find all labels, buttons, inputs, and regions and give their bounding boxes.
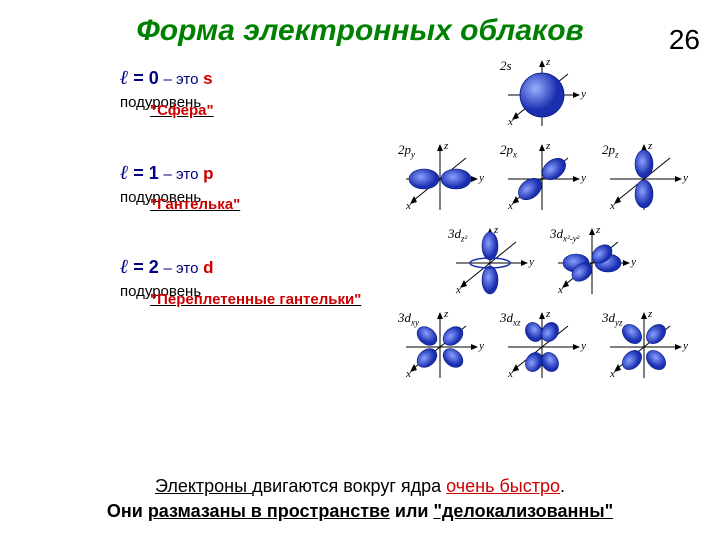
axis-x: x bbox=[406, 368, 411, 380]
orbital-3dyz: 3dyz z y x bbox=[598, 308, 690, 386]
orbital-2py: 2py z y x bbox=[394, 140, 486, 218]
axis-y: y bbox=[479, 172, 484, 184]
page-number: 26 bbox=[669, 24, 700, 56]
left-column: ℓ = 0 – это s подуровень "Сфера" ℓ = 1 –… bbox=[30, 56, 394, 350]
orbital-3dxz: 3dxz z y x bbox=[496, 308, 588, 386]
ell-value: = 2 bbox=[133, 257, 159, 277]
sublevel-letter: d bbox=[203, 258, 213, 277]
axis-x: x bbox=[508, 200, 513, 212]
nickname-d: "Переплетенные гантельки" bbox=[150, 291, 361, 308]
axis-y: y bbox=[683, 172, 688, 184]
page-title: Форма электронных облаков bbox=[0, 14, 720, 48]
orbital-2px: 2px z y x bbox=[496, 140, 588, 218]
axis-z: z bbox=[444, 140, 448, 152]
axis-y: y bbox=[479, 340, 484, 352]
bottom-text: Электроны двигаются вокруг ядра очень бы… bbox=[0, 474, 720, 524]
axis-y: y bbox=[683, 340, 688, 352]
level-p-block: ℓ = 1 – это p подуровень "Гантелька" bbox=[120, 161, 394, 230]
orbital-row-s: 2s z y x bbox=[394, 56, 690, 134]
orbital-label: 3dz² bbox=[448, 226, 467, 244]
orbital-row-p: 2py z y x 2px z y x bbox=[394, 140, 690, 218]
orbital-2s: 2s z y x bbox=[496, 56, 588, 134]
bt-smeared: размазаны в пространстве bbox=[148, 501, 390, 521]
axis-y: y bbox=[581, 340, 586, 352]
level-d-block: ℓ = 2 – это d подуровень "Переплетенные … bbox=[120, 255, 394, 324]
orbital-label: 2s bbox=[500, 58, 512, 74]
ell-symbol: ℓ bbox=[120, 256, 129, 278]
eto-text: – это bbox=[164, 260, 199, 277]
axis-y: y bbox=[529, 256, 534, 268]
orbital-label: 3dxz bbox=[500, 310, 521, 328]
axis-y: y bbox=[581, 88, 586, 100]
sublevel-letter: s bbox=[203, 69, 212, 88]
eto-text: – это bbox=[164, 71, 199, 88]
axis-x: x bbox=[508, 368, 513, 380]
orbital-3dxy: 3dxy z y x bbox=[394, 308, 486, 386]
axis-x: x bbox=[610, 200, 615, 212]
eto-text: – это bbox=[164, 166, 199, 183]
ell-value: = 1 bbox=[133, 163, 159, 183]
bt-deloc: "делокализованны" bbox=[433, 501, 613, 521]
axis-y: y bbox=[631, 256, 636, 268]
bt-dot: . bbox=[560, 476, 565, 496]
axis-y: y bbox=[581, 172, 586, 184]
orbital-row-d2: 3dxy z y x 3dxz z bbox=[394, 308, 690, 386]
orbital-row-d1: 3dz² z y x 3dx²-y² bbox=[394, 224, 690, 302]
axis-z: z bbox=[546, 140, 550, 152]
ell-symbol: ℓ bbox=[120, 162, 129, 184]
axis-x: x bbox=[456, 284, 461, 296]
bt-move: двигаются вокруг ядра bbox=[252, 476, 446, 496]
axis-x: x bbox=[406, 200, 411, 212]
sublevel-letter: p bbox=[203, 164, 213, 183]
orbital-2pz: 2pz z y x bbox=[598, 140, 690, 218]
orbital-3dx2y2: 3dx²-y² z y x bbox=[546, 224, 638, 302]
axis-x: x bbox=[610, 368, 615, 380]
axis-z: z bbox=[648, 308, 652, 320]
orbital-label: 2pz bbox=[602, 142, 619, 160]
axis-z: z bbox=[494, 224, 498, 236]
level-s-block: ℓ = 0 – это s подуровень "Сфера" bbox=[120, 66, 394, 135]
nickname-p: "Гантелька" bbox=[150, 196, 240, 213]
bt-they: Они bbox=[107, 501, 148, 521]
nickname-s: "Сфера" bbox=[150, 102, 214, 119]
axis-z: z bbox=[444, 308, 448, 320]
orbital-label: 2py bbox=[398, 142, 415, 160]
axis-z: z bbox=[596, 224, 600, 236]
ell-symbol: ℓ bbox=[120, 67, 129, 89]
orbital-grid: 2s z y x 2py z bbox=[394, 56, 690, 386]
axis-x: x bbox=[558, 284, 563, 296]
bt-or: или bbox=[390, 501, 434, 521]
content-area: ℓ = 0 – это s подуровень "Сфера" ℓ = 1 –… bbox=[0, 56, 720, 386]
orbital-label: 3dxy bbox=[398, 310, 419, 328]
ell-value: = 0 bbox=[133, 68, 159, 88]
axis-z: z bbox=[546, 308, 550, 320]
bt-fast: очень быстро bbox=[446, 476, 560, 496]
orbital-label: 3dyz bbox=[602, 310, 623, 328]
axis-x: x bbox=[508, 116, 513, 128]
bt-electrons: Электроны bbox=[155, 476, 252, 496]
axis-z: z bbox=[648, 140, 652, 152]
orbital-label: 3dx²-y² bbox=[550, 226, 579, 244]
orbital-label: 2px bbox=[500, 142, 517, 160]
orbital-3dz2: 3dz² z y x bbox=[444, 224, 536, 302]
axis-z: z bbox=[546, 56, 550, 68]
